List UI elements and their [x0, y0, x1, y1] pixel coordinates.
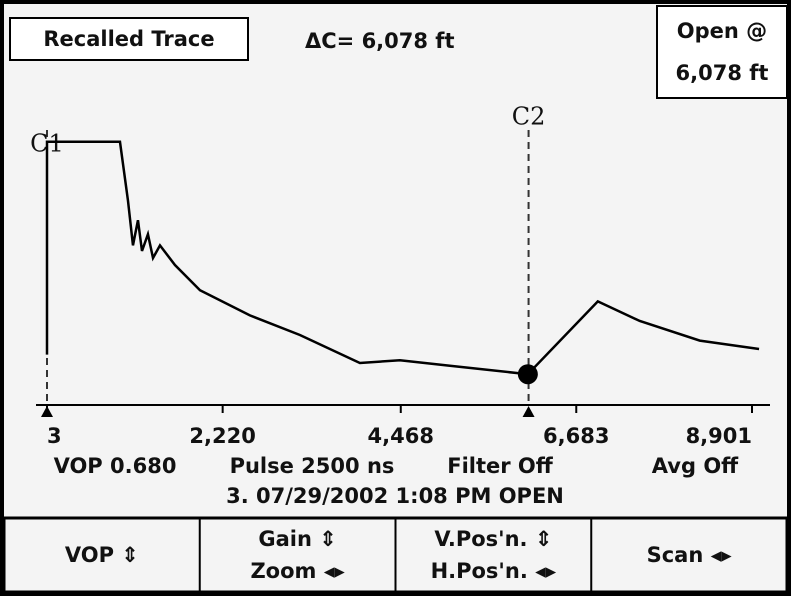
trace: [45, 140, 760, 376]
delta-label: ΔC= 6,078 ft: [305, 29, 454, 53]
status-box: [656, 5, 788, 99]
button-label: VOP ⇕: [65, 543, 139, 567]
info-avg: Avg Off: [652, 454, 739, 478]
info-pulse: Pulse 2500 ns: [230, 454, 395, 478]
cursor-dot: [517, 364, 538, 385]
cursor-marker: [41, 406, 53, 417]
info-record: 3. 07/29/2002 1:08 PM OPEN: [226, 484, 564, 508]
status-line: 6,078 ft: [676, 61, 769, 85]
button-label: Gain ⇕: [258, 527, 336, 551]
info-filter: Filter Off: [447, 454, 554, 478]
info-vop: VOP 0.680: [54, 454, 177, 478]
x-tick-label: 2,220: [189, 424, 255, 448]
cursor-label: C2: [512, 103, 546, 131]
x-tick-label: 4,468: [368, 424, 434, 448]
mode-label: Recalled Trace: [43, 27, 214, 51]
button-label: H.Pos'n. ◂▸: [431, 559, 557, 583]
button-label: V.Pos'n. ⇕: [434, 527, 552, 551]
buttons: VOP ⇕ Gain ⇕ Zoom ◂▸ V.Pos'n. ⇕ H.Pos'n. ◂▸ S…: [65, 518, 733, 592]
x-tick-label: 3: [47, 424, 62, 448]
cursor-marker: [522, 406, 535, 417]
status-line: Open @: [677, 19, 767, 43]
button-label: Zoom ◂▸: [250, 559, 345, 583]
mode-box: [9, 17, 249, 61]
button-label: Scan ◂▸: [647, 543, 733, 567]
x-tick-label: 6,683: [543, 424, 609, 448]
x-tick-label: 8,901: [686, 424, 752, 448]
